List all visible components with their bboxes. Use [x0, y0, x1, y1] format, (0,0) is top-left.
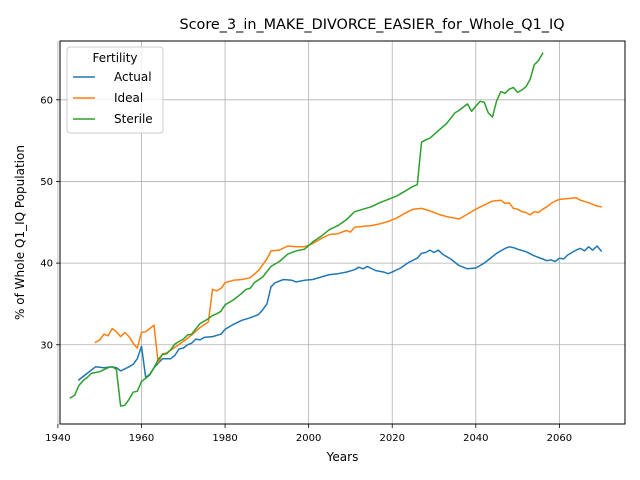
axis-ticks: 1940 1960 1980 2000 2020 2040 2060 30 40 50 60 [40, 95, 572, 444]
series-layer [69, 52, 603, 407]
x-tick-label: 1940 [45, 433, 70, 444]
y-tick-label: 30 [40, 340, 53, 351]
y-axis-label: % of Whole Q1_IQ Population [13, 145, 27, 320]
x-tick-label: 2020 [380, 433, 405, 444]
legend-title: Fertility [92, 51, 137, 65]
y-tick-label: 60 [40, 95, 53, 106]
legend-label-actual: Actual [114, 70, 152, 84]
series-line-sterile [69, 52, 544, 407]
y-tick-label: 40 [40, 259, 53, 270]
x-tick-label: 2000 [296, 433, 321, 444]
series-line-ideal [94, 197, 603, 364]
x-tick-label: 1960 [129, 433, 154, 444]
x-tick-label: 2060 [547, 433, 572, 444]
x-tick-label: 2040 [463, 433, 488, 444]
x-axis-label: Years [326, 450, 359, 464]
chart-title: Score_3_in_MAKE_DIVORCE_EASIER_for_Whole… [179, 17, 564, 33]
plot-area-frame [59, 40, 626, 425]
y-tick-label: 50 [40, 177, 53, 188]
legend: Fertility Actual Ideal Sterile [66, 46, 164, 134]
series-line-actual [77, 245, 603, 381]
legend-label-sterile: Sterile [114, 112, 153, 126]
grid [57, 41, 625, 424]
legend-box [66, 46, 164, 134]
x-tick-label: 1980 [212, 433, 237, 444]
legend-label-ideal: Ideal [114, 91, 143, 105]
